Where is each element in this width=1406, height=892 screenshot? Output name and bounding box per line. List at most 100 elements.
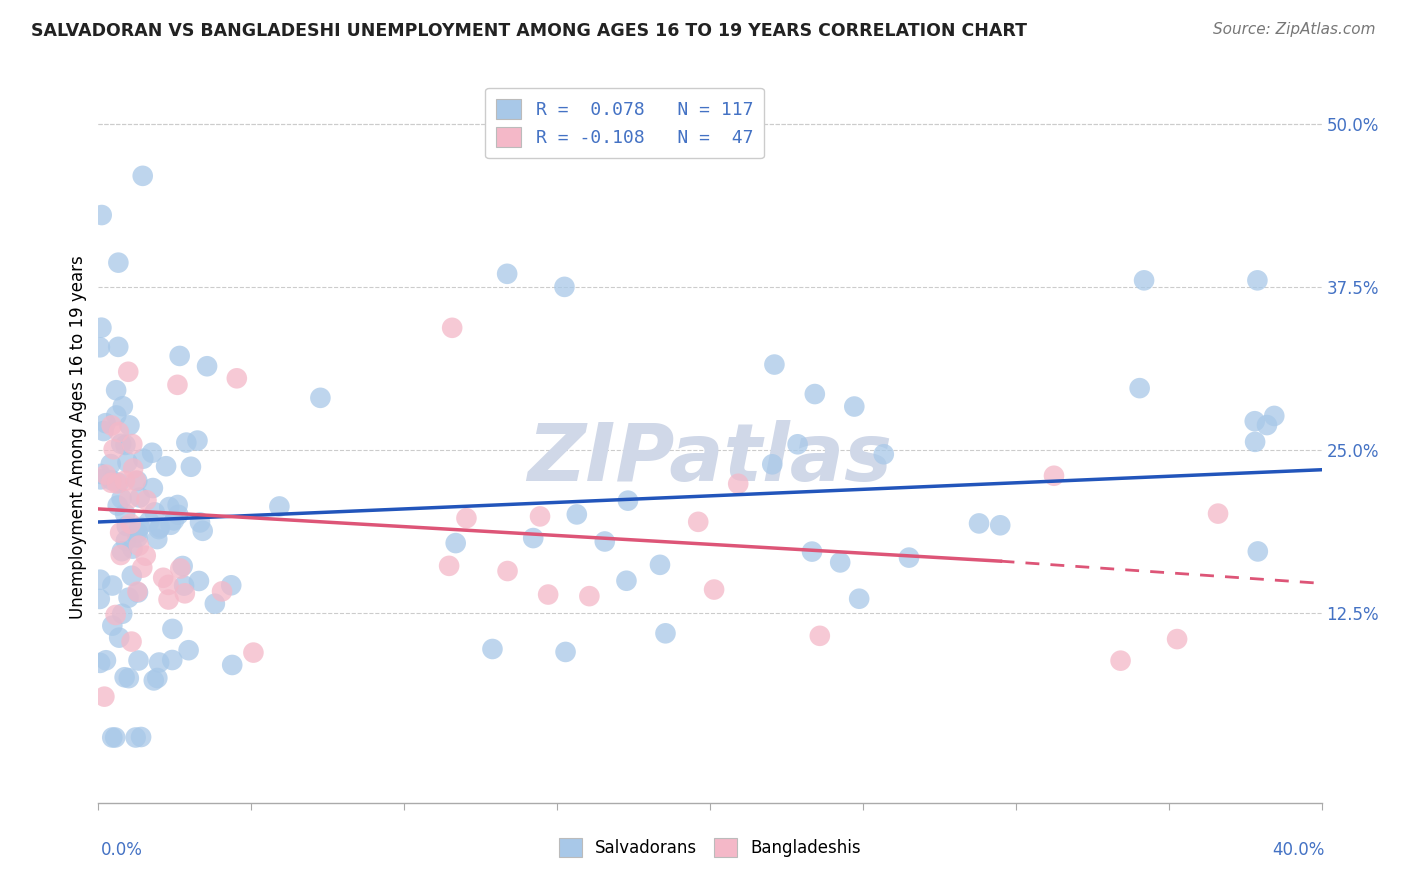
Point	[441, 321, 464, 335]
Point	[148, 522, 170, 536]
Point	[873, 447, 896, 461]
Point	[761, 458, 783, 472]
Point	[1109, 654, 1132, 668]
Point	[648, 558, 671, 572]
Point	[481, 642, 503, 657]
Point	[117, 455, 139, 469]
Point	[188, 574, 211, 588]
Point	[135, 493, 157, 508]
Point	[94, 653, 117, 667]
Point	[120, 516, 142, 531]
Point	[219, 578, 242, 592]
Point	[522, 531, 544, 545]
Point	[89, 573, 111, 587]
Point	[94, 416, 117, 430]
Point	[100, 418, 122, 433]
Point	[107, 255, 129, 269]
Point	[103, 442, 125, 457]
Point	[801, 544, 824, 558]
Point	[118, 418, 141, 433]
Point	[121, 437, 143, 451]
Point	[204, 597, 226, 611]
Point	[105, 476, 128, 491]
Legend: Salvadorans, Bangladeshis: Salvadorans, Bangladeshis	[553, 831, 868, 864]
Point	[309, 391, 332, 405]
Point	[804, 387, 827, 401]
Point	[93, 424, 115, 438]
Point	[166, 498, 188, 512]
Point	[117, 591, 139, 605]
Point	[195, 359, 218, 374]
Point	[157, 578, 180, 592]
Point	[688, 515, 710, 529]
Point	[1247, 544, 1270, 558]
Point	[132, 169, 155, 183]
Point	[155, 459, 177, 474]
Point	[565, 508, 588, 522]
Point	[763, 358, 786, 372]
Point	[578, 589, 600, 603]
Point	[808, 629, 831, 643]
Point	[101, 618, 124, 632]
Point	[142, 673, 165, 688]
Point	[124, 731, 146, 745]
Point	[89, 592, 111, 607]
Point	[162, 622, 184, 636]
Point	[654, 626, 676, 640]
Point	[242, 646, 264, 660]
Point	[159, 517, 181, 532]
Point	[844, 400, 866, 414]
Point	[114, 474, 136, 488]
Point	[105, 409, 128, 423]
Point	[104, 731, 127, 745]
Point	[496, 564, 519, 578]
Text: Source: ZipAtlas.com: Source: ZipAtlas.com	[1212, 22, 1375, 37]
Point	[211, 584, 233, 599]
Point	[141, 446, 163, 460]
Point	[90, 208, 112, 222]
Point	[110, 437, 132, 451]
Point	[593, 534, 616, 549]
Point	[157, 592, 180, 607]
Point	[180, 459, 202, 474]
Point	[988, 518, 1011, 533]
Point	[1166, 632, 1188, 646]
Point	[135, 549, 157, 563]
Point	[142, 481, 165, 495]
Point	[166, 377, 188, 392]
Point	[173, 579, 195, 593]
Point	[188, 516, 211, 530]
Point	[830, 556, 852, 570]
Point	[128, 520, 150, 534]
Point	[146, 671, 169, 685]
Point	[553, 280, 575, 294]
Point	[1256, 418, 1278, 433]
Point	[163, 513, 186, 527]
Point	[554, 645, 576, 659]
Point	[107, 340, 129, 354]
Point	[727, 476, 749, 491]
Point	[898, 550, 921, 565]
Point	[176, 435, 198, 450]
Point	[169, 561, 191, 575]
Point	[127, 531, 149, 545]
Point	[616, 574, 638, 588]
Point	[148, 656, 170, 670]
Point	[437, 558, 460, 573]
Point	[111, 607, 134, 621]
Point	[104, 607, 127, 622]
Text: ZIPatlas: ZIPatlas	[527, 420, 893, 498]
Point	[108, 631, 131, 645]
Point	[1263, 409, 1285, 423]
Point	[1043, 468, 1066, 483]
Point	[108, 425, 131, 439]
Point	[108, 525, 131, 540]
Point	[444, 536, 467, 550]
Point	[169, 349, 191, 363]
Point	[107, 475, 129, 490]
Point	[1246, 273, 1268, 287]
Point	[118, 491, 141, 506]
Point	[967, 516, 990, 531]
Point	[225, 371, 247, 385]
Point	[89, 467, 111, 481]
